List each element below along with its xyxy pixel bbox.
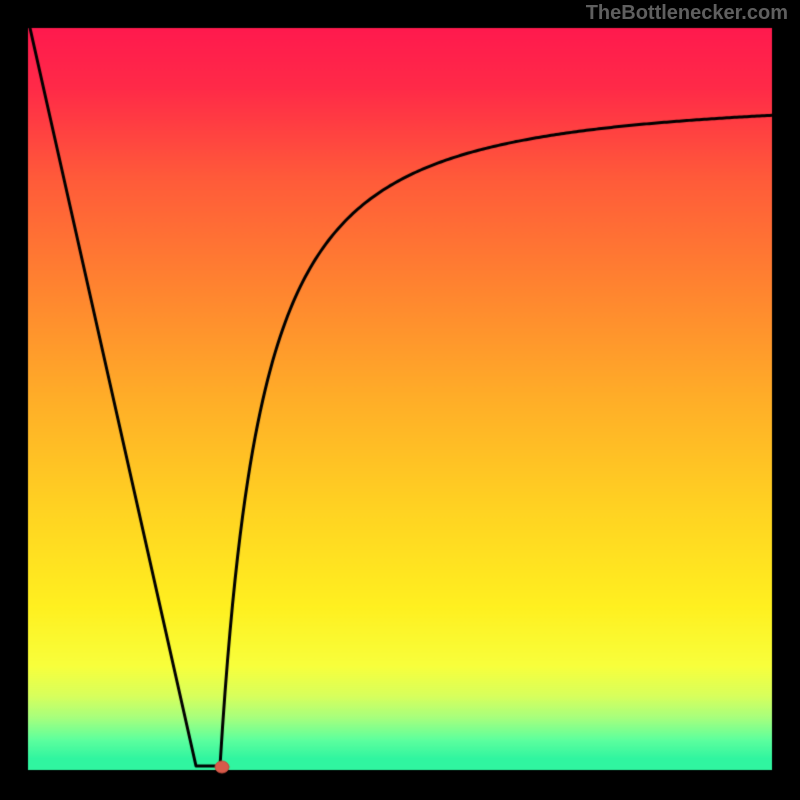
bottleneck-chart <box>0 0 800 800</box>
watermark-text: TheBottlenecker.com <box>586 2 788 25</box>
